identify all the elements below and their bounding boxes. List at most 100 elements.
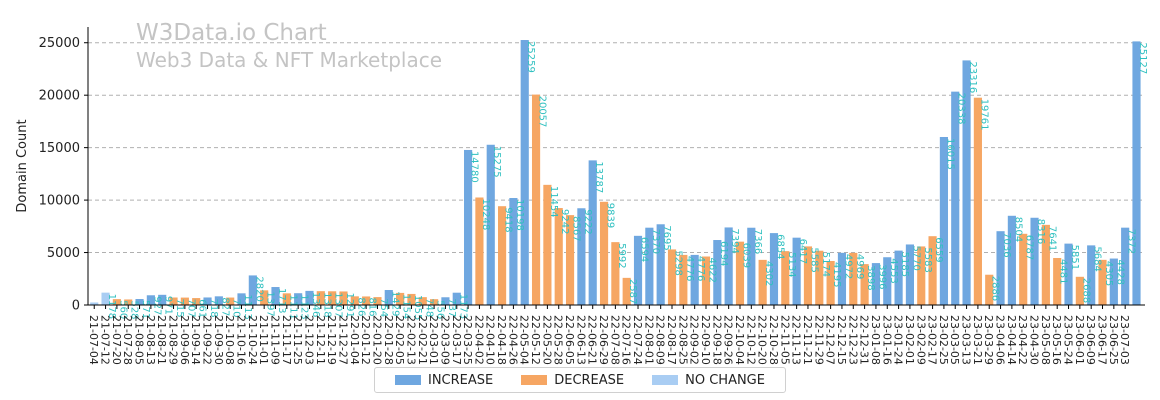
bar-value-label: 10198 bbox=[514, 199, 525, 231]
bar-value-label: 6194 bbox=[718, 241, 729, 266]
bar-value-label: 710 bbox=[231, 299, 242, 318]
x-tick-label: 21-10-16 bbox=[235, 315, 248, 365]
bar bbox=[735, 241, 745, 305]
bar-value-label: 715 bbox=[174, 298, 185, 317]
x-tick-label: 21-07-28 bbox=[121, 315, 134, 365]
bar-value-label: 7641 bbox=[1046, 226, 1057, 251]
x-tick-label: 22-12-15 bbox=[835, 315, 848, 365]
x-tick-label: 21-10-08 bbox=[223, 315, 236, 365]
x-tick-label: 21-07-04 bbox=[87, 315, 100, 365]
bar bbox=[1098, 259, 1107, 305]
bar-value-label: 9418 bbox=[503, 207, 514, 232]
bar bbox=[860, 264, 869, 305]
bar bbox=[305, 290, 314, 305]
x-tick-label: 22-07-24 bbox=[631, 315, 644, 365]
bar-value-label: 1154 bbox=[401, 294, 412, 319]
bar-value-label: 7394 bbox=[729, 228, 740, 253]
bar bbox=[158, 294, 167, 305]
x-tick-label: 22-07-08 bbox=[608, 315, 621, 365]
bar bbox=[1064, 243, 1073, 305]
legend-swatch-increase bbox=[394, 375, 421, 385]
x-tick-label: 22-02-13 bbox=[404, 315, 417, 365]
x-tick-label: 23-01-08 bbox=[869, 315, 882, 365]
bar bbox=[418, 297, 427, 305]
x-tick-label: 22-08-25 bbox=[676, 315, 689, 365]
x-tick-label: 23-01-16 bbox=[880, 315, 893, 365]
bar bbox=[396, 292, 405, 305]
x-tick-label: 21-12-27 bbox=[336, 315, 349, 365]
bar bbox=[871, 263, 881, 305]
x-tick-label: 23-02-09 bbox=[914, 315, 927, 365]
bar-value-label: 4553 bbox=[888, 258, 899, 283]
legend-item-no-change: NO CHANGE bbox=[652, 373, 765, 388]
x-tick-label: 23-03-29 bbox=[982, 315, 995, 365]
legend-label-decrease: DECREASE bbox=[554, 372, 625, 388]
x-tick-label: 22-03-01 bbox=[427, 315, 440, 365]
x-tick-label: 22-09-10 bbox=[699, 315, 712, 365]
x-tick-label: 22-08-09 bbox=[654, 315, 667, 365]
bar-value-label: 5684 bbox=[1092, 246, 1103, 271]
bar bbox=[1087, 245, 1096, 305]
bar bbox=[588, 160, 597, 305]
bar bbox=[667, 249, 677, 305]
bar bbox=[905, 244, 915, 305]
bar bbox=[781, 251, 790, 305]
x-tick-label: 22-04-10 bbox=[484, 315, 497, 365]
bar-value-label: 5185 bbox=[899, 252, 910, 277]
bar-value-label: 9222 bbox=[582, 209, 593, 234]
bar-value-label: 1055 bbox=[412, 295, 423, 320]
bar-value-label: 6787 bbox=[1024, 235, 1035, 260]
bar bbox=[679, 254, 688, 305]
bar-value-label: 6417 bbox=[797, 239, 808, 264]
bar-value-label: 556 bbox=[435, 300, 446, 319]
bar bbox=[192, 298, 201, 305]
bar-value-label: 661 bbox=[197, 299, 208, 318]
bar bbox=[373, 297, 382, 305]
bar-value-label: 6559 bbox=[933, 237, 944, 262]
x-tick-label: 22-02-05 bbox=[393, 315, 406, 365]
x-tick-label: 23-03-13 bbox=[960, 315, 973, 365]
bar bbox=[124, 299, 133, 305]
bar-value-label: 8316 bbox=[1035, 219, 1046, 244]
bar bbox=[226, 297, 235, 305]
bar bbox=[384, 290, 393, 305]
bar bbox=[328, 291, 337, 305]
x-tick-label: 22-05-28 bbox=[552, 315, 565, 365]
bar-value-label: 2886 bbox=[990, 276, 1001, 301]
legend-item-increase: INCREASE bbox=[394, 373, 493, 388]
bar bbox=[985, 274, 994, 305]
bar bbox=[849, 252, 858, 305]
bar-value-label: 13787 bbox=[593, 161, 604, 193]
bar-value-label: 4776 bbox=[684, 256, 695, 281]
bar-value-label: 4972 bbox=[842, 254, 853, 279]
bar-value-label: 4969 bbox=[854, 254, 865, 279]
legend-label-no-change: NO CHANGE bbox=[685, 372, 765, 388]
bar-value-label: 4428 bbox=[1114, 260, 1125, 285]
bar-value-label: 571 bbox=[140, 300, 151, 319]
x-tick-label: 21-12-11 bbox=[314, 315, 327, 365]
bar bbox=[294, 293, 303, 305]
bar-series bbox=[90, 40, 1141, 306]
bar-value-label: 14780 bbox=[469, 151, 480, 183]
bar-value-label: 1178 bbox=[106, 294, 117, 319]
y-axis-label: Domain Count bbox=[15, 119, 30, 212]
x-tick-label: 21-09-14 bbox=[189, 315, 202, 365]
x-tick-label: 23-02-17 bbox=[926, 315, 939, 365]
bar bbox=[350, 296, 359, 305]
x-tick-label: 22-08-17 bbox=[665, 315, 678, 365]
watermark-subtitle: Web3 Data & NFT Marketplace bbox=[136, 48, 442, 72]
x-tick-label: 23-07-03 bbox=[1118, 315, 1131, 365]
bar bbox=[1121, 227, 1130, 305]
x-tick-label: 21-08-05 bbox=[133, 315, 146, 365]
bar-value-label: 9242 bbox=[559, 209, 570, 234]
bar-value-label: 5992 bbox=[616, 243, 627, 268]
bar bbox=[962, 60, 971, 305]
bar-value-label: 2688 bbox=[1080, 278, 1091, 303]
x-tick-label: 21-07-12 bbox=[99, 315, 112, 365]
bar-value-label: 20338 bbox=[956, 93, 967, 125]
x-tick-label: 22-10-28 bbox=[767, 315, 780, 365]
y-tick-label: 25000 bbox=[39, 36, 80, 51]
bar-value-label: 6039 bbox=[740, 243, 751, 268]
x-tick-label: 22-02-21 bbox=[416, 315, 429, 365]
